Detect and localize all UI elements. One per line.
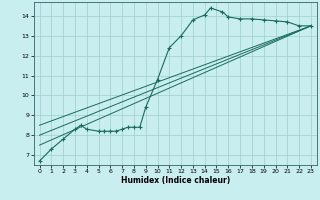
- X-axis label: Humidex (Indice chaleur): Humidex (Indice chaleur): [121, 176, 230, 185]
